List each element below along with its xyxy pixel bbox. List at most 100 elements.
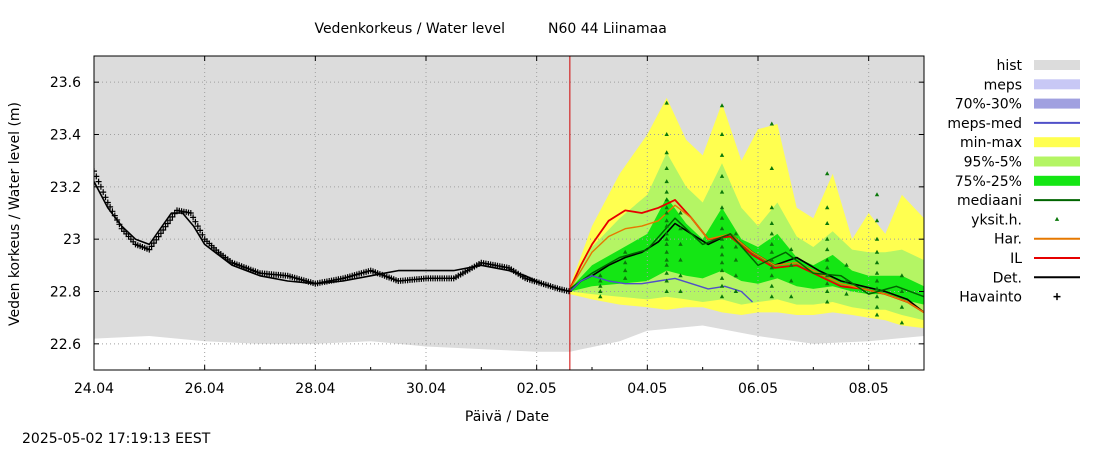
havainto-marker [100,189,107,196]
yksit-point [825,281,830,286]
yksit-point [825,236,830,241]
y-tick-label: 23 [63,232,81,248]
havainto-marker [192,218,199,225]
yksit-point [769,283,774,288]
yksit-point [874,278,880,283]
y-tick-label: 23.6 [50,75,81,91]
legend-item: 70%-30% [955,97,1080,113]
havainto-marker [148,243,155,250]
yksit-point [664,166,669,170]
havainto-marker [171,210,178,217]
yksit-point [598,278,603,283]
yksit-point [789,247,794,252]
yksit-point [678,273,683,278]
legend-item: 75%-25% [955,174,1080,190]
legend-item: Havainto [959,290,1061,306]
chart-title-group: Vedenkorkeus / Water level N60 44 Liinam… [314,21,666,37]
legend-label: meps [984,77,1022,93]
yksit-point [719,173,725,178]
y-tick-label: 23.4 [50,128,81,144]
yksit-point [769,166,774,170]
plot-area [93,55,925,371]
yksit-point [719,275,725,280]
havainto-marker [114,217,121,223]
yksit-point [664,223,669,228]
legend-label: IL [1010,251,1022,267]
havainto-marker [104,199,111,206]
yksit-point [719,205,725,210]
yksit-point [719,283,725,288]
legend-swatch [1034,137,1080,148]
yksit-point [598,294,603,299]
yksit-point [825,257,830,262]
yksit-point [733,231,739,236]
yksit-point [844,291,849,296]
yksit-point [825,265,830,270]
yksit-point [664,150,669,155]
x-tick-label: 08.05 [849,381,889,397]
havainto-marker [95,178,102,185]
yksit-point [719,236,725,241]
legend-dot [1054,216,1060,221]
yksit-point [874,270,880,275]
yksit-point [874,236,880,241]
yksit-point [769,121,774,126]
legend-label: hist [996,58,1022,74]
legend-label: meps-med [947,116,1022,132]
yksit-point [825,289,830,293]
legend-label: yksit.h. [971,212,1022,228]
yksit-point [899,273,905,278]
legend-swatch [1034,98,1080,109]
legend-item: hist [996,58,1080,74]
yksit-point [825,221,830,225]
legend-item: Har. [994,232,1080,248]
havainto-marker [153,236,160,243]
havainto-marker [197,227,204,234]
legend-item: 95%-5% [964,155,1080,171]
legend-item: meps-med [947,116,1080,132]
havainto-marker [116,221,123,228]
havainto-marker [146,246,153,253]
y-tick-label: 22.8 [50,285,81,301]
yksit-point [769,273,774,278]
yksit-point [844,262,849,267]
legend-item: min-max [960,135,1080,151]
yksit-point [733,289,739,293]
yksit-point [664,210,669,215]
yksit-point [874,192,880,197]
yksit-point [664,231,669,236]
havainto-marker [187,210,194,216]
yksit-point [664,241,669,246]
legend: hist meps 70%-30% meps-med min-max 95%-5% 75%-… [947,58,1080,306]
yksit-point [733,273,739,278]
yksit-point [623,275,628,280]
yksit-point [678,226,683,231]
yksit-point [719,294,725,299]
havainto-marker [109,208,116,215]
yksit-point [733,257,739,262]
havainto-marker [190,214,197,221]
yksit-point [664,197,669,202]
legend-label: mediaani [957,193,1022,209]
yksit-point [719,260,725,265]
yksit-point [719,252,725,257]
x-tick-label: 02.05 [517,381,557,397]
legend-item: mediaani [957,193,1080,209]
x-axis-label: Päivä / Date [465,409,549,425]
yksit-point [623,260,628,265]
yksit-point [719,152,725,157]
legend-label: min-max [960,135,1022,151]
series-line-mediaani [569,217,924,298]
legend-label: Havainto [959,290,1022,306]
legend-label: 70%-30% [955,97,1022,113]
grid-layer [94,56,924,370]
x-tick-label: 04.05 [627,381,667,397]
havainto-marker [199,231,206,238]
yksit-point [664,205,669,210]
yksit-point [719,215,725,220]
y-tick-label: 22.6 [50,337,81,353]
yksit-point [664,262,669,267]
x-tick-label: 26.04 [185,381,225,397]
legend-item: yksit.h. [971,212,1060,228]
yksit-point [874,294,880,299]
